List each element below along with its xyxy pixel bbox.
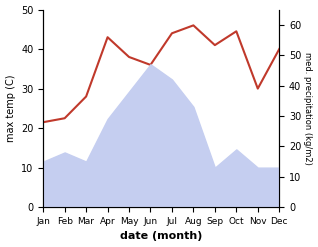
Y-axis label: med. precipitation (kg/m2): med. precipitation (kg/m2) — [303, 52, 313, 165]
X-axis label: date (month): date (month) — [120, 231, 203, 242]
Y-axis label: max temp (C): max temp (C) — [5, 75, 16, 142]
